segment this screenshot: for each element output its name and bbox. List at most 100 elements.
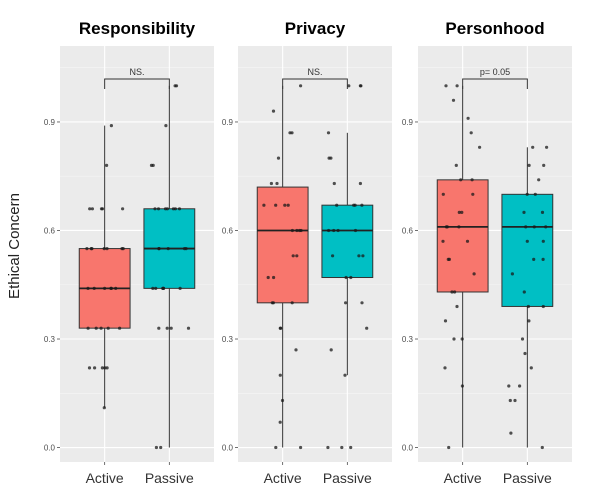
data-point: [159, 445, 163, 450]
data-point: [360, 301, 364, 305]
data-point: [280, 398, 285, 403]
data-point: [105, 247, 109, 251]
panel-responsibility: 0.0 0.3 0.6 0.9 Responsibility Active Passive N…: [44, 19, 214, 486]
data-point: [178, 286, 182, 290]
data-point: [278, 420, 282, 424]
data-point: [173, 207, 177, 211]
y-tick-label: 0.3: [222, 335, 234, 344]
significance-bracket: [462, 78, 528, 89]
data-point: [531, 145, 535, 149]
data-point: [451, 98, 456, 102]
data-point: [542, 163, 546, 167]
y-tick-label: 0.6: [222, 226, 234, 235]
data-point: [275, 181, 279, 186]
data-point: [103, 366, 107, 370]
data-point: [360, 203, 364, 207]
data-point: [103, 286, 107, 290]
data-point: [299, 84, 303, 88]
data-point: [444, 84, 448, 88]
data-point: [344, 275, 348, 280]
data-point: [540, 210, 545, 214]
panel-title: Personhood: [445, 19, 544, 38]
y-tick-label: 0.0: [402, 444, 414, 453]
data-point: [466, 116, 470, 120]
data-point: [533, 192, 537, 196]
iqr-box: [436, 179, 489, 293]
box-passive: [143, 84, 196, 450]
data-point: [343, 373, 347, 377]
data-point: [295, 228, 299, 233]
data-point: [526, 304, 531, 309]
y-tick-label: 0.9: [222, 118, 234, 127]
data-point: [186, 326, 191, 330]
y-tick-label: 0.0: [44, 444, 56, 453]
y-tick-label: 0.0: [222, 444, 234, 453]
data-point: [447, 445, 451, 450]
data-point: [326, 131, 331, 135]
data-point: [157, 326, 161, 330]
data-point: [329, 156, 333, 160]
data-point: [291, 254, 295, 258]
data-point: [524, 225, 528, 229]
data-point: [349, 445, 353, 450]
data-point: [269, 181, 273, 186]
data-point: [166, 247, 170, 251]
data-point: [349, 275, 353, 280]
data-point: [522, 210, 526, 214]
data-point: [508, 398, 512, 403]
y-tick-label: 0.6: [402, 226, 414, 235]
data-point: [165, 326, 169, 330]
box-passive: [501, 145, 554, 450]
data-point: [154, 445, 158, 450]
box-active: [436, 84, 489, 450]
data-point: [266, 275, 270, 280]
data-point: [276, 156, 281, 160]
data-point: [441, 192, 445, 196]
data-point: [121, 247, 125, 251]
iqr-box: [321, 204, 374, 279]
data-point: [540, 445, 544, 450]
data-point: [327, 228, 331, 233]
significance-bracket: [104, 78, 170, 89]
data-point: [90, 207, 94, 211]
data-point: [527, 319, 531, 323]
data-point: [452, 337, 456, 341]
data-point: [274, 445, 278, 450]
data-point: [513, 398, 517, 403]
data-point: [299, 445, 303, 450]
data-point: [457, 210, 461, 214]
data-point: [114, 286, 118, 290]
y-tick-label: 0.9: [402, 118, 414, 127]
data-point: [271, 109, 276, 113]
box-active: [78, 124, 131, 410]
data-point: [450, 290, 454, 294]
data-point: [290, 228, 294, 233]
data-point: [93, 366, 97, 370]
data-point: [329, 348, 333, 352]
data-point: [151, 286, 155, 290]
data-point: [441, 239, 445, 243]
data-point: [85, 247, 89, 251]
data-point: [459, 178, 463, 182]
data-point: [509, 431, 513, 435]
data-point: [525, 192, 529, 196]
data-point: [161, 286, 165, 290]
data-point: [121, 207, 125, 211]
data-point: [149, 163, 154, 167]
data-point: [153, 207, 157, 211]
data-point: [290, 131, 294, 135]
data-point: [332, 228, 336, 233]
data-point: [326, 445, 330, 450]
data-point: [469, 131, 473, 135]
data-point: [518, 384, 522, 388]
data-point: [460, 210, 464, 214]
data-point: [297, 228, 302, 233]
data-point: [445, 225, 449, 229]
data-point: [455, 84, 459, 88]
x-tick-label: Passive: [145, 470, 194, 486]
data-point: [295, 254, 299, 258]
data-point: [102, 247, 106, 251]
x-tick-label: Active: [264, 470, 302, 486]
data-point: [532, 225, 536, 229]
